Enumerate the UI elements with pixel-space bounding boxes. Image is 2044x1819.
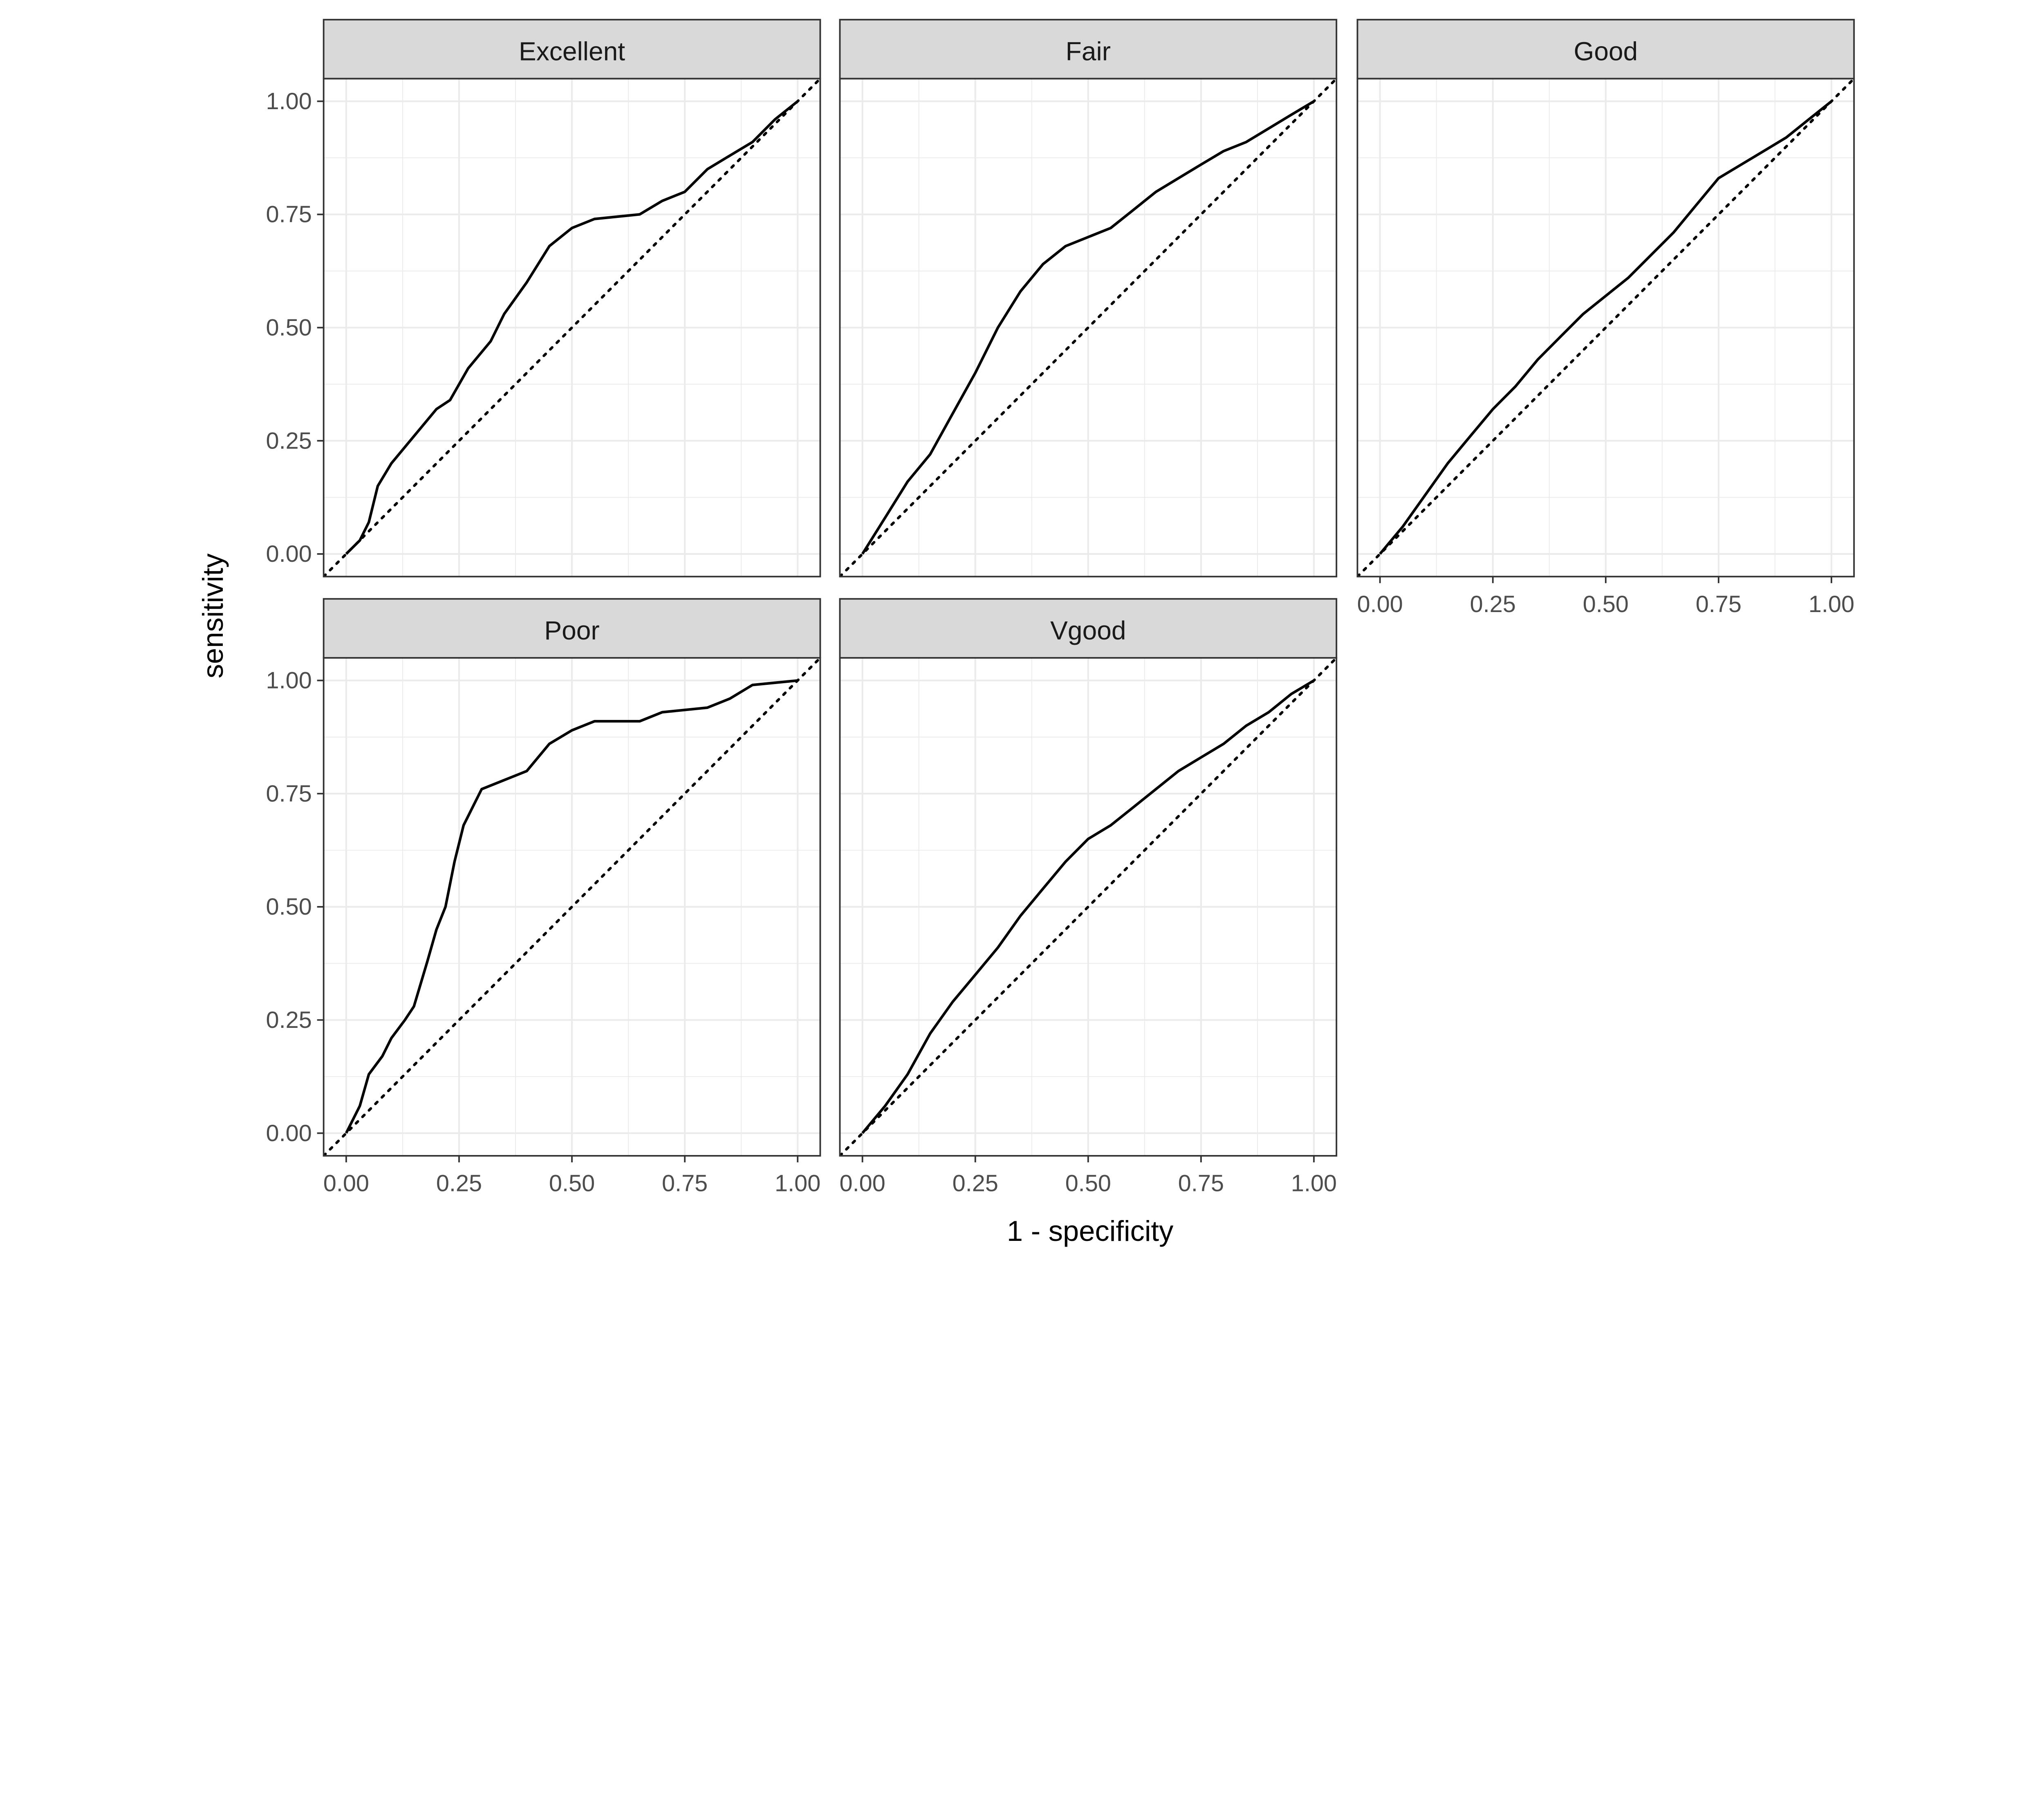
roc-curve-excellent xyxy=(345,100,799,555)
facet-strip xyxy=(323,598,821,659)
roc-curve-fair xyxy=(861,100,1315,555)
x-tick-label: 1.00 xyxy=(1291,1170,1337,1196)
facet-label: Poor xyxy=(544,616,599,645)
roc-facet-chart: sensitivity 1 - specificity Excellent 0.0… xyxy=(197,19,1855,1247)
facet-label: Fair xyxy=(1066,36,1111,66)
reference-diagonal xyxy=(323,79,820,577)
facet-strip xyxy=(323,19,821,80)
x-tick-label: 0.75 xyxy=(1178,1170,1224,1196)
y-axis-title: sensitivity xyxy=(197,553,229,678)
panel-poor: Poor 0.00 0.25 0.50 0.75 1.00 0.00 0.25 0.50 0.75… xyxy=(266,598,821,1196)
facet-label: Excellent xyxy=(519,36,625,66)
y-tick-label: 0.75 xyxy=(266,781,312,807)
reference-diagonal xyxy=(840,79,1337,577)
x-tick-label: 1.00 xyxy=(1809,591,1854,617)
reference-diagonal xyxy=(323,657,820,1156)
y-tick-label: 0.25 xyxy=(266,1007,312,1033)
x-tick-label: 0.75 xyxy=(1696,591,1741,617)
facet-strip xyxy=(839,598,1338,659)
y-tick-label: 0.25 xyxy=(266,428,312,454)
x-tick-label: 0.75 xyxy=(662,1170,708,1196)
panel-good: Good 0.00 0.25 0.50 0.75 1.00 xyxy=(1356,19,1855,617)
x-tick-label: 0.00 xyxy=(840,1170,885,1196)
x-tick-label: 0.50 xyxy=(1583,591,1629,617)
roc-curve-good xyxy=(1379,100,1833,555)
x-tick-label: 0.25 xyxy=(436,1170,482,1196)
x-axis-title: 1 - specificity xyxy=(1007,1215,1174,1247)
roc-curve-poor xyxy=(345,679,798,1134)
y-tick-label: 0.00 xyxy=(266,1120,312,1146)
y-tick-label: 0.50 xyxy=(266,315,312,341)
y-tick-label: 1.00 xyxy=(266,668,312,694)
x-tick-label: 0.00 xyxy=(323,1170,369,1196)
x-tick-label: 0.25 xyxy=(1470,591,1516,617)
reference-diagonal xyxy=(840,657,1337,1156)
x-tick-label: 0.50 xyxy=(549,1170,595,1196)
y-tick-label: 0.00 xyxy=(266,541,312,567)
x-tick-label: 0.25 xyxy=(953,1170,998,1196)
roc-curve-vgood xyxy=(861,679,1315,1134)
facet-label: Vgood xyxy=(1050,616,1126,645)
facet-label: Good xyxy=(1573,36,1638,66)
x-tick-label: 0.50 xyxy=(1065,1170,1111,1196)
panel-vgood: Vgood 0.00 0.25 0.50 0.75 1.00 xyxy=(839,598,1338,1196)
facet-strip xyxy=(1356,19,1855,80)
reference-diagonal xyxy=(1357,79,1854,577)
x-tick-label: 1.00 xyxy=(775,1170,820,1196)
x-tick-label: 0.00 xyxy=(1357,591,1403,617)
panel-fair: Fair xyxy=(839,19,1338,578)
y-tick-label: 0.50 xyxy=(266,894,312,920)
facet-strip xyxy=(839,19,1338,80)
panel-excellent: Excellent 0.00 0.25 0.50 0.75 1.00 xyxy=(266,19,821,578)
y-tick-label: 1.00 xyxy=(266,88,312,114)
y-tick-label: 0.75 xyxy=(266,202,312,228)
